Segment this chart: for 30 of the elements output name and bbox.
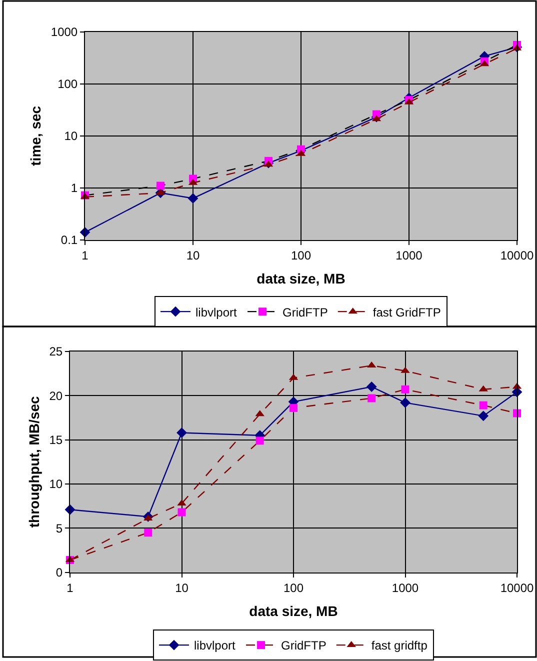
y-axis-title: time, sec [27,106,44,166]
x-tick-label: 1 [82,248,89,262]
y-tick-label: 10 [64,129,78,144]
x-tick-label: 10000 [500,248,534,262]
y-tick-label: 20 [49,388,63,403]
x-axis-title: data size, MB [249,603,338,620]
legend-label: fast gridftp [371,638,428,653]
legend-label: GridFTP [282,305,328,320]
y-tick-label: 15 [49,433,63,447]
y-tick-label: 100 [58,77,78,92]
x-tick-label: 10 [186,248,200,262]
y-axis-title: throughput, MB/sec [26,396,42,528]
y-tick-label: 5 [56,521,63,536]
y-tick-label: 0.1 [60,233,78,248]
legend-label: fast GridFTP [372,305,441,320]
legend-label: GridFTP [281,638,326,653]
y-tick-label: 1 [70,181,78,196]
x-tick-label: 100 [283,580,304,595]
x-tick-label: 10000 [500,580,534,595]
legend-label: libvlport [196,305,238,320]
y-tick-label: 0 [56,566,63,580]
legend-label: libvlport [194,638,236,653]
x-tick-label: 1000 [396,248,423,262]
x-tick-label: 10 [175,580,189,595]
x-axis-title: data size, MB [256,270,346,287]
x-tick-label: 1000 [392,580,419,595]
y-tick-label: 25 [49,344,63,359]
y-tick-label: 10 [49,477,63,492]
y-tick-label: 1000 [50,25,78,40]
x-tick-label: 100 [290,248,312,262]
